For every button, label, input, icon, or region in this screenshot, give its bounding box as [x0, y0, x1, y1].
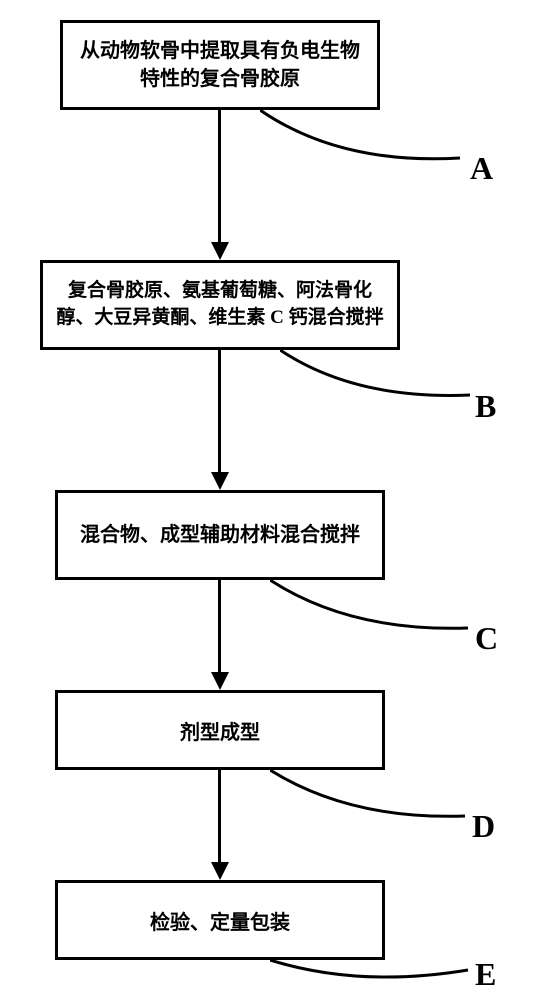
label-a: A	[470, 150, 493, 187]
arrow-line-ab	[218, 110, 221, 242]
label-e: E	[475, 956, 496, 993]
arrow-head-ab	[211, 242, 229, 260]
callout-c	[270, 580, 485, 650]
flowchart-container: 从动物软骨中提取具有负电生物特性的复合骨胶原 复合骨胶原、氨基葡萄糖、阿法骨化醇…	[0, 0, 538, 1000]
node-c-text: 混合物、成型辅助材料混合搅拌	[80, 520, 360, 550]
node-a-text: 从动物软骨中提取具有负电生物特性的复合骨胶原	[73, 37, 367, 93]
flow-node-d: 剂型成型	[55, 690, 385, 770]
arrow-line-cd	[218, 580, 221, 672]
node-e-text: 检验、定量包装	[150, 906, 290, 935]
callout-e	[270, 960, 485, 1000]
node-d-text: 剂型成型	[180, 716, 260, 745]
arrow-head-bc	[211, 472, 229, 490]
callout-b	[280, 350, 490, 420]
node-b-text: 复合骨胶原、氨基葡萄糖、阿法骨化醇、大豆异黄酮、维生素 C 钙混合搅拌	[53, 278, 387, 331]
callout-a	[260, 110, 480, 180]
flow-node-e: 检验、定量包装	[55, 880, 385, 960]
arrow-line-de	[218, 770, 221, 862]
flow-node-b: 复合骨胶原、氨基葡萄糖、阿法骨化醇、大豆异黄酮、维生素 C 钙混合搅拌	[40, 260, 400, 350]
arrow-head-cd	[211, 672, 229, 690]
arrow-head-de	[211, 862, 229, 880]
flow-node-c: 混合物、成型辅助材料混合搅拌	[55, 490, 385, 580]
callout-d	[270, 770, 485, 840]
label-d: D	[472, 808, 495, 845]
label-c: C	[475, 620, 498, 657]
label-b: B	[475, 388, 496, 425]
flow-node-a: 从动物软骨中提取具有负电生物特性的复合骨胶原	[60, 20, 380, 110]
arrow-line-bc	[218, 350, 221, 472]
